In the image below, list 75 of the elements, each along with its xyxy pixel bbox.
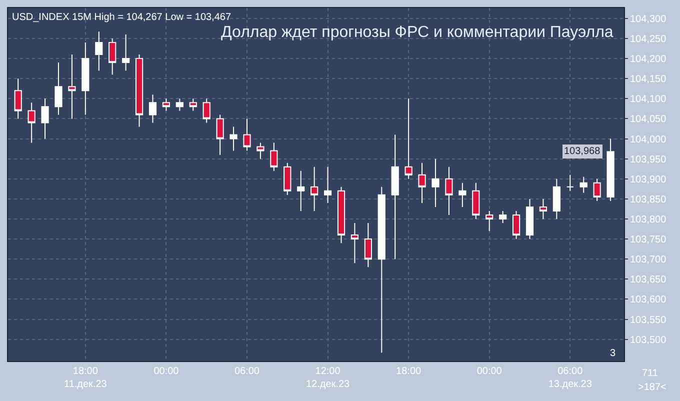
- candlestick: [364, 222, 372, 268]
- y-tick-label: 104,150: [630, 74, 667, 86]
- x-tick-label: 12:00 12.дек.23: [306, 366, 350, 390]
- x-tick-label: 06:00: [234, 366, 260, 377]
- candlestick: [566, 174, 574, 192]
- y-tick-label: 103,500: [630, 334, 667, 346]
- y-tick-label: 104,000: [630, 134, 667, 146]
- candlestick: [41, 98, 49, 140]
- x-tick-label: 18:00: [396, 366, 422, 377]
- candlestick: [552, 178, 560, 220]
- candlestick: [350, 222, 359, 264]
- candlestick: [297, 170, 305, 212]
- y-tick-label: 103,650: [630, 274, 667, 286]
- text: >187<: [638, 382, 667, 393]
- candlestick: [445, 166, 453, 216]
- y-tick-label: 103,900: [630, 174, 667, 186]
- candlestick: [68, 54, 76, 120]
- x-tick-label: 00:00: [476, 366, 502, 377]
- candlestick: [162, 98, 170, 112]
- candlestick: [135, 54, 144, 128]
- candlestick: [243, 118, 251, 152]
- y-tick-label: 103,600: [630, 294, 667, 306]
- candlestick: [202, 98, 210, 124]
- candlestick: [82, 42, 90, 116]
- candlestick: [108, 38, 116, 76]
- y-tick-label: 103,850: [630, 194, 667, 206]
- y-tick-label: 103,700: [630, 254, 667, 266]
- x-tick-label: 00:00: [154, 366, 180, 377]
- candlestick: [122, 34, 130, 72]
- candlestick: [284, 162, 292, 196]
- y-tick-label: 104,100: [630, 94, 667, 106]
- y-tick-label: 104,050: [630, 114, 667, 126]
- candlestick: [391, 134, 399, 260]
- y-tick-label: 103,750: [630, 234, 667, 246]
- candlestick: [256, 142, 264, 160]
- candlestick: [378, 186, 386, 354]
- text: Доллар ждет прогнозы ФРС и комментарии Пауэлла: [221, 24, 614, 41]
- candlestick: [432, 158, 440, 208]
- candlestick: [458, 182, 466, 208]
- candlestick: [54, 62, 62, 116]
- y-tick-label: 103,950: [630, 154, 667, 166]
- x-tick-label: 18:00 11.дек.23: [64, 366, 108, 390]
- candlestick: [28, 102, 36, 144]
- y-tick-label: 103,800: [630, 214, 667, 226]
- candlestick: [512, 210, 520, 240]
- candlestick: [337, 186, 346, 244]
- candlestick: [418, 162, 426, 204]
- annotation: 103,968: [564, 146, 601, 157]
- y-tick-label: 104,250: [630, 34, 667, 45]
- candlestick: [593, 178, 601, 202]
- candlestick: [189, 98, 197, 112]
- candlestick: [148, 94, 157, 124]
- candlestick: [472, 182, 480, 220]
- candlestick: [404, 98, 412, 180]
- candlestick: [230, 126, 238, 152]
- candlestick: [14, 78, 22, 120]
- text: 711: [642, 368, 658, 379]
- candlestick: [310, 166, 318, 212]
- candlestick: [499, 210, 507, 224]
- candlestick: [526, 198, 534, 240]
- y-tick-label: 103,550: [630, 314, 667, 326]
- candlestick: [580, 176, 588, 194]
- annotation: 3: [610, 348, 616, 359]
- x-tick-label: 06:00 13.дек.23: [548, 366, 592, 390]
- candlestick: [270, 142, 278, 172]
- candlestick: [486, 210, 494, 232]
- candlestick: [95, 31, 103, 72]
- y-tick-label: 104,300: [630, 14, 667, 25]
- candlestick: [216, 114, 224, 156]
- candlestick: [539, 198, 548, 220]
- candlestick: [606, 138, 614, 202]
- candlestick: [324, 166, 332, 204]
- candlestick: [176, 98, 184, 112]
- chart-subtitle: USD_INDEX 15M High = 104,267 Low = 103,467: [12, 12, 232, 23]
- y-tick-label: 104,200: [630, 54, 667, 66]
